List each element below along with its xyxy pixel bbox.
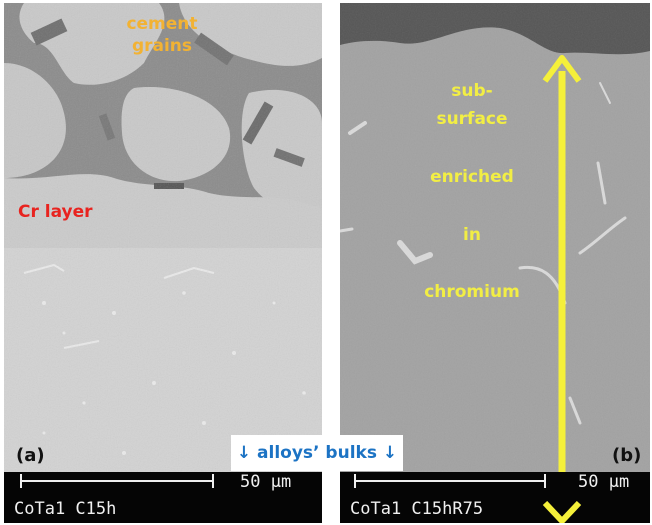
- alloys-bulks-caption: ↓ alloys’ bulks ↓: [231, 435, 403, 471]
- scale-bar-tick-right: [212, 474, 214, 488]
- label-surface: surface: [436, 109, 508, 129]
- label-cement-grains: cement grains: [126, 14, 198, 56]
- micrograph-panel-b: sub- surface enriched in chromium (b) 50…: [340, 3, 650, 523]
- sample-name: CoTa1 C15h: [14, 499, 117, 519]
- sample-name: CoTa1 C15hR75: [350, 499, 484, 519]
- panel-b-info-bar: 50 μm CoTa1 C15hR75: [340, 472, 650, 523]
- label-enriched: enriched: [430, 167, 514, 187]
- scale-bar-tick-right: [544, 474, 546, 488]
- micrograph-a-image: [4, 3, 322, 523]
- micrograph-panel-a: cement grains Cr layer (a) 50 μm CoTa1 C…: [4, 3, 322, 523]
- scale-text: 50 μm: [240, 472, 292, 492]
- panel-a-info-bar: 50 μm CoTa1 C15h: [4, 472, 322, 523]
- label-chromium: chromium: [424, 282, 520, 302]
- scale-bar: [354, 480, 546, 482]
- label-in: in: [463, 225, 481, 245]
- micrograph-b-image: [340, 3, 650, 523]
- label-sub: sub-: [451, 81, 493, 101]
- scale-bar: [20, 480, 214, 482]
- arrow-head-bottom-icon: [542, 501, 582, 523]
- scale-text: 50 μm: [578, 472, 630, 492]
- panel-a-tag: (a): [16, 445, 45, 466]
- label-cr-layer: Cr layer: [18, 202, 93, 222]
- panel-b-tag: (b): [612, 445, 642, 466]
